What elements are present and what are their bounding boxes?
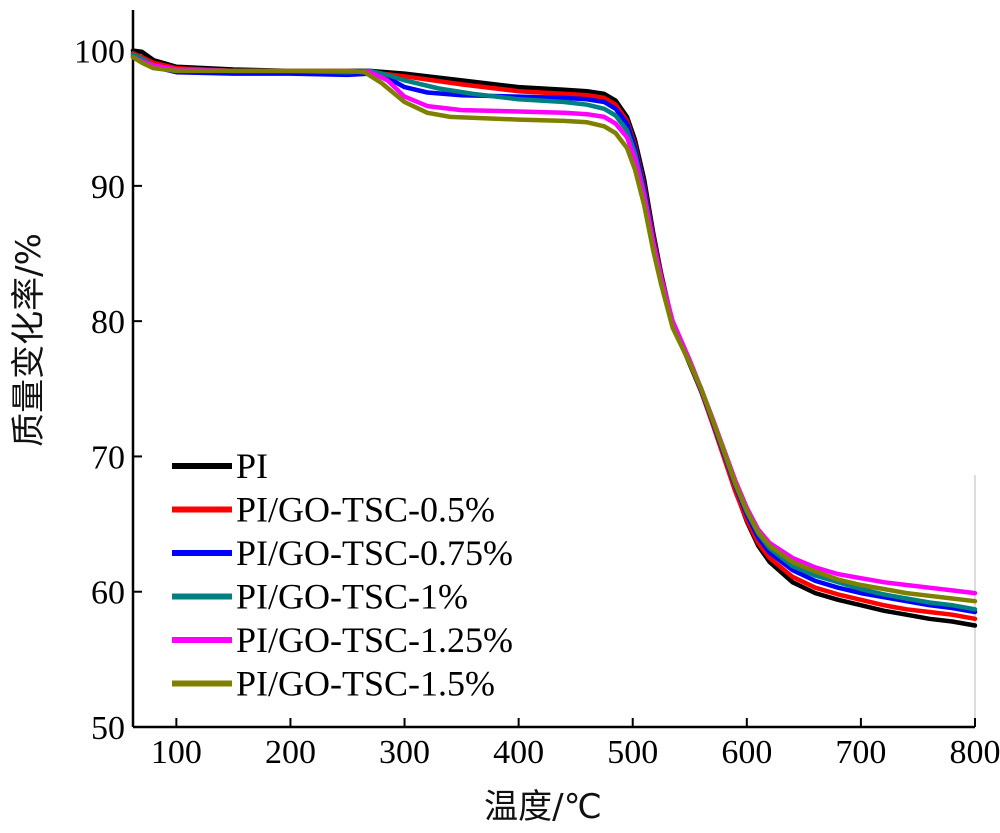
legend-label-0: PI bbox=[236, 446, 268, 486]
y-tick-label: 90 bbox=[91, 169, 125, 206]
x-tick-label: 600 bbox=[721, 734, 772, 771]
y-tick-label: 60 bbox=[91, 575, 125, 612]
x-tick-label: 200 bbox=[265, 734, 316, 771]
legend: PIPI/GO-TSC-0.5%PI/GO-TSC-0.75%PI/GO-TSC… bbox=[172, 446, 513, 704]
x-tick-label: 500 bbox=[607, 734, 658, 771]
legend-label-1: PI/GO-TSC-0.5% bbox=[236, 490, 495, 530]
legend-label-3: PI/GO-TSC-1% bbox=[236, 577, 468, 617]
x-tick-label: 700 bbox=[835, 734, 886, 771]
x-tick-label: 100 bbox=[151, 734, 202, 771]
axes: 100 200 300 400 500 600 700 800 50 60 70 80 90 100 bbox=[74, 10, 1000, 771]
x-tick-label: 400 bbox=[493, 734, 544, 771]
y-tick-label: 70 bbox=[91, 439, 125, 476]
x-axis-title: 温度/℃ bbox=[484, 787, 602, 827]
legend-label-4: PI/GO-TSC-1.25% bbox=[236, 620, 513, 660]
legend-label-2: PI/GO-TSC-0.75% bbox=[236, 533, 513, 573]
legend-label-5: PI/GO-TSC-1.5% bbox=[236, 664, 495, 704]
y-axis-title: 质量变化率/% bbox=[9, 233, 49, 447]
x-tick-label: 800 bbox=[950, 734, 1000, 771]
x-tick-label: 300 bbox=[379, 734, 430, 771]
y-tick-label: 50 bbox=[91, 710, 125, 747]
y-tick-label: 100 bbox=[74, 34, 125, 71]
plot-lines bbox=[130, 48, 978, 628]
series-line-5 bbox=[130, 55, 978, 604]
y-tick-label: 80 bbox=[91, 304, 125, 341]
